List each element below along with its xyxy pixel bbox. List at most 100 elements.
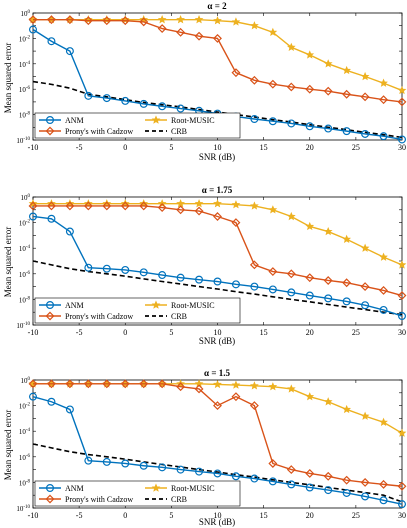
legend-box <box>34 297 241 324</box>
data-point <box>323 397 333 406</box>
series-line <box>33 383 403 487</box>
data-point <box>342 65 352 75</box>
data-point <box>84 263 93 272</box>
data-point <box>305 221 315 231</box>
data-point <box>397 260 407 269</box>
data-point <box>379 417 388 426</box>
data-point <box>121 265 130 274</box>
data-point <box>84 91 93 100</box>
x-axis-label: SNR (dB) <box>199 336 235 346</box>
data-point <box>268 477 277 486</box>
data-point <box>323 59 333 68</box>
x-tick-label: 25 <box>352 328 360 337</box>
data-point <box>268 267 278 276</box>
data-point <box>158 271 167 280</box>
legend-label: Root-MUSIC <box>171 116 215 125</box>
data-point <box>176 382 186 392</box>
x-axis-label: SNR (dB) <box>199 152 235 162</box>
data-point <box>305 50 315 59</box>
data-point <box>65 15 75 25</box>
chart-title: α = 1.5 <box>204 368 230 378</box>
data-point <box>28 15 38 25</box>
data-point <box>139 201 149 211</box>
data-point <box>120 201 130 211</box>
data-point <box>120 16 130 26</box>
data-point <box>398 500 407 509</box>
data-point <box>29 212 38 221</box>
series-line <box>32 443 403 503</box>
legend-box <box>34 112 241 139</box>
data-point <box>324 294 333 303</box>
data-point <box>398 312 407 321</box>
data-point <box>342 488 351 497</box>
x-tick-label: -10 <box>28 328 39 337</box>
y-tick-label: 10-6 <box>19 86 31 94</box>
data-point <box>213 401 222 411</box>
data-point <box>45 126 55 136</box>
x-tick-label: 30 <box>398 511 406 520</box>
data-point <box>139 17 149 27</box>
y-tick-label: 10-6 <box>19 454 31 462</box>
legend-label: ANM <box>65 116 84 125</box>
data-point <box>139 99 148 108</box>
x-tick-label: 0 <box>123 328 127 337</box>
data-point <box>324 486 333 495</box>
data-point <box>342 89 352 99</box>
data-point <box>286 465 296 475</box>
data-point <box>121 96 130 105</box>
legend-label: CRB <box>171 495 187 504</box>
data-point <box>102 201 112 211</box>
data-point <box>397 97 407 107</box>
data-point <box>213 212 222 221</box>
data-point <box>176 205 186 215</box>
data-point <box>342 297 351 306</box>
x-tick-label: 30 <box>398 143 406 152</box>
x-axis-label: SNR (dB) <box>199 517 235 527</box>
data-point <box>379 305 388 314</box>
data-point <box>28 201 38 211</box>
data-point <box>323 471 333 481</box>
x-tick-label: 5 <box>169 143 173 152</box>
data-point <box>305 291 314 300</box>
data-point <box>323 226 333 236</box>
data-point <box>287 119 296 128</box>
data-point <box>231 280 240 289</box>
legend-label: ANM <box>65 301 84 310</box>
legend-label: Root-MUSIC <box>171 484 215 493</box>
series-line <box>33 205 403 297</box>
data-point <box>360 477 370 487</box>
data-point <box>250 201 259 210</box>
data-point <box>250 282 259 291</box>
data-point <box>250 381 259 390</box>
x-tick-label: 20 <box>306 143 314 152</box>
data-point <box>268 205 278 214</box>
data-point <box>249 260 259 270</box>
data-point <box>213 277 222 286</box>
data-point <box>397 428 407 437</box>
x-tick-label: 0 <box>123 511 127 520</box>
data-point <box>305 84 315 94</box>
x-tick-label: 10 <box>214 328 222 337</box>
y-tick-label: 10-6 <box>19 271 31 279</box>
data-point <box>176 15 185 24</box>
legend-label: Prony's with Cadzow <box>65 127 133 136</box>
data-point <box>157 203 167 212</box>
y-tick-label: 10-10 <box>16 137 30 145</box>
x-tick-label: 0 <box>123 143 127 152</box>
data-point <box>158 463 167 472</box>
data-point <box>176 465 185 474</box>
data-point <box>250 21 259 30</box>
data-point <box>360 71 370 81</box>
data-point <box>195 467 204 476</box>
y-axis-label: Mean squared error <box>3 410 13 480</box>
y-tick-label: 10-2 <box>19 220 31 228</box>
data-point <box>324 124 333 133</box>
series-line <box>32 80 403 139</box>
chart-panel-alpha-1-5: α = 1.5 Mean squared error SNR (dB) -10 -… <box>3 368 407 527</box>
data-point <box>194 199 204 208</box>
data-point <box>120 379 130 389</box>
data-point <box>47 397 56 406</box>
data-point <box>151 300 161 309</box>
data-point <box>45 115 54 124</box>
